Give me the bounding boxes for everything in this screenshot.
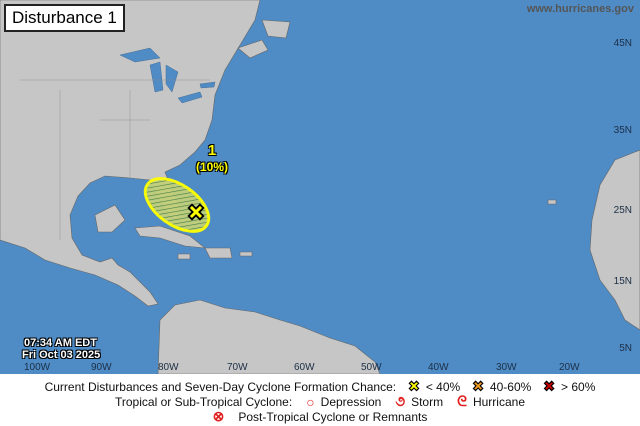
puerto-rico [239, 251, 253, 257]
lon-label: 90W [91, 362, 112, 373]
jamaica [177, 253, 191, 260]
lat-label: 35N [613, 125, 632, 136]
hispaniola [204, 247, 233, 259]
cuba [134, 225, 206, 249]
website-label: www.hurricanes.gov [526, 3, 634, 15]
lon-label: 70W [227, 362, 248, 373]
hurricane-icon: ᘓ [457, 393, 467, 409]
canary [547, 199, 557, 205]
low-chance-x-icon: ✖ [408, 378, 420, 395]
legend-cyclone-label: Tropical or Sub-Tropical Cyclone: [115, 394, 293, 409]
newfoundland [261, 19, 291, 39]
issue-time: 07:34 AM EDT [24, 337, 97, 349]
depression-icon: ○ [306, 393, 315, 410]
lon-label: 20W [559, 362, 580, 373]
issue-date: Fri Oct 03 2025 [22, 349, 101, 361]
disturbance-number: 1 [207, 142, 217, 159]
legend-depression: Depression [320, 394, 382, 409]
legend-high: > 60% [561, 379, 596, 394]
legend-post-tropical: Post-Tropical Cyclone or Remnants [238, 409, 428, 424]
lon-label: 30W [496, 362, 517, 373]
disturbance-chance: (10%) [195, 160, 228, 174]
lat-label: 45N [613, 38, 632, 49]
yucatan [94, 204, 126, 233]
formation-area [143, 177, 211, 233]
south-america [157, 299, 381, 374]
lat-label: 5N [619, 343, 632, 354]
lon-label: 50W [361, 362, 382, 373]
lat-label: 15N [613, 276, 632, 287]
legend-hurricane: Hurricane [472, 394, 525, 409]
map: ✖ [0, 0, 640, 374]
lon-label: 80W [158, 362, 179, 373]
legend-formation-label: Current Disturbances and Seven-Day Cyclo… [44, 379, 397, 394]
lon-label: 40W [428, 362, 449, 373]
lon-label: 60W [294, 362, 315, 373]
mid-chance-x-icon: ✖ [472, 378, 484, 395]
lon-label: 100W [24, 362, 51, 373]
great-lakes [119, 47, 216, 104]
legend-storm: Storm [411, 394, 444, 409]
disturbance-area: ✖ [143, 177, 211, 233]
borders [20, 79, 210, 240]
storm-icon: ૭ [395, 393, 406, 409]
legend-low: < 40% [425, 379, 461, 394]
legend: Current Disturbances and Seven-Day Cyclo… [0, 374, 640, 426]
africa [589, 149, 640, 331]
high-chance-x-icon: ✖ [543, 378, 556, 395]
post-tropical-icon: ⊗ [212, 408, 225, 424]
disturbance-x-icon: ✖ [187, 200, 205, 225]
map-title: Disturbance 1 [4, 4, 125, 32]
legend-mid: 40-60% [489, 379, 532, 394]
lat-label: 25N [613, 205, 632, 216]
nova-scotia [237, 39, 269, 59]
